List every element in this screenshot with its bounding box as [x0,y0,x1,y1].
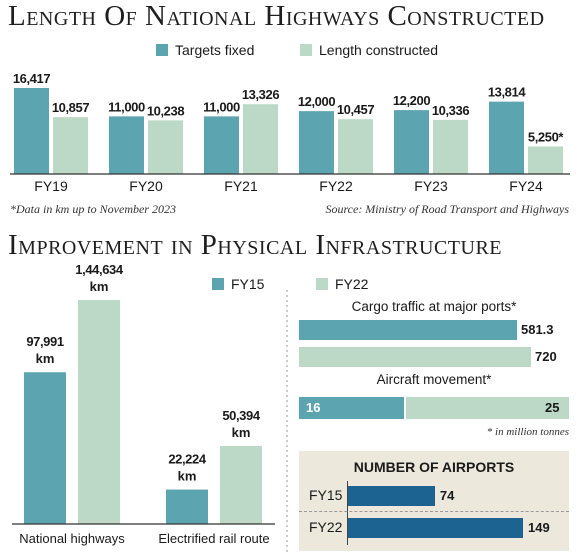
bar-fy23-s1 [433,119,468,174]
unit-national-highways-fy22: km [90,279,109,294]
data-label-fy19-s1: 10,857 [52,100,90,115]
x-tick-fy20: FY20 [129,178,163,194]
airports-value-fy22: 149 [528,520,550,535]
cargo-bar-fy15 [299,320,517,340]
unit-electrified-rail-route-fy15: km [178,469,197,484]
legend-swatch-fy22 [316,278,328,290]
section-divider [286,290,288,552]
legend-constructed: Length constructed [300,42,438,58]
bar-electrified-rail-route-fy22 [220,445,262,524]
value-electrified-rail-route-fy22: 50,394 [222,408,261,423]
legend-targets: Targets fixed [156,42,254,58]
highways-source: Source: Ministry of Road Transport and H… [325,202,569,216]
highways-footnote: *Data in km up to November 2023 [10,202,176,216]
airports-bar-fy22 [348,518,523,538]
airports-title: NUMBER OF AIRPORTS [353,459,515,475]
aircraft-title: Aircraft movement* [376,372,492,387]
airports-label-fy15: FY15 [309,487,343,503]
airports-divider [299,511,569,512]
x-tick-fy19: FY19 [34,178,68,194]
x-tick-fy21: FY21 [224,178,258,194]
bar-national-highways-fy22 [78,300,120,524]
data-label-fy21-s1: 13,326 [242,87,280,102]
bar-fy21-s1 [243,104,278,174]
data-label-fy24-s1: 5,250* [528,129,565,144]
data-label-fy19-s0: 16,417 [13,71,51,86]
legend-fy22: FY22 [316,276,368,292]
cargo-bar-fy22 [299,347,531,367]
data-label-fy20-s1: 10,238 [147,103,185,118]
airports-label-fy22: FY22 [309,519,343,535]
bar-fy19-s1 [53,117,88,174]
cargo-value-fy15: 581.3 [520,322,554,337]
unit-national-highways-fy15: km [36,351,55,366]
aircraft-bar-fy15 [299,397,405,419]
aircraft-bar-fy22 [406,397,569,419]
cargo-value-fy22: 720 [535,349,557,364]
bar-fy20-s1 [148,120,183,174]
airports-value-fy15: 74 [439,488,455,503]
highways-chart-title: Length Of National Highways Constructed [8,0,545,32]
x-label-electrified-rail-route: Electrified rail route [158,531,269,546]
value-electrified-rail-route-fy15: 22,224 [168,452,207,467]
million-tonnes-note: * in million tonnes [486,426,569,438]
value-national-highways-fy15: 97,991 [26,334,64,349]
infrastructure-title: Improvement in Physical Infrastructure [8,229,503,261]
legend-label-fy22: FY22 [335,276,369,292]
aircraft-value-fy22: 25 [545,400,560,415]
bar-fy22-s1 [338,119,373,174]
legend-swatch-fy15 [212,278,224,290]
data-label-fy23-s1: 10,336 [432,103,470,118]
legend-label-fy15: FY15 [231,276,265,292]
bar-fy21-s0 [204,116,239,174]
infrastructure-bar-chart: 97,991 km 1,44,634 km National highways 22,22… [12,262,275,546]
aircraft-value-fy15: 16 [306,400,321,415]
cargo-title: Cargo traffic at major ports* [351,299,517,314]
x-tick-fy23: FY23 [414,178,448,194]
value-national-highways-fy22: 1,44,634 [75,262,124,277]
legend-label-constructed: Length constructed [319,42,439,58]
bar-fy24-s1 [528,146,563,174]
data-label-fy21-s0: 11,000 [203,99,240,114]
airports-bar-fy15 [348,486,435,506]
bar-electrified-rail-route-fy15 [166,489,208,524]
bar-national-highways-fy15 [24,372,66,524]
x-label-national-highways: National highways [19,531,125,546]
bar-fy22-s0 [299,111,334,174]
bar-fy19-s0 [14,88,49,174]
data-label-fy22-s0: 12,000 [298,94,336,109]
data-label-fy20-s0: 11,000 [108,99,145,114]
bar-fy24-s0 [489,101,524,174]
data-label-fy23-s0: 12,200 [393,93,431,108]
legend-fy15: FY15 [212,276,264,292]
airports-axis [347,481,348,545]
airports-panel: NUMBER OF AIRPORTS FY15 FY22 74 149 [299,451,569,551]
bar-fy23-s0 [394,110,429,174]
data-label-fy22-s1: 10,457 [337,102,375,117]
data-label-fy24-s0: 13,814 [488,85,527,100]
legend-label-targets: Targets fixed [175,42,255,58]
x-tick-fy22: FY22 [319,178,353,194]
legend-swatch-targets [156,44,168,56]
bar-fy20-s0 [109,116,144,174]
legend-swatch-constructed [300,44,312,56]
x-tick-fy24: FY24 [509,178,543,194]
unit-electrified-rail-route-fy22: km [232,425,251,440]
